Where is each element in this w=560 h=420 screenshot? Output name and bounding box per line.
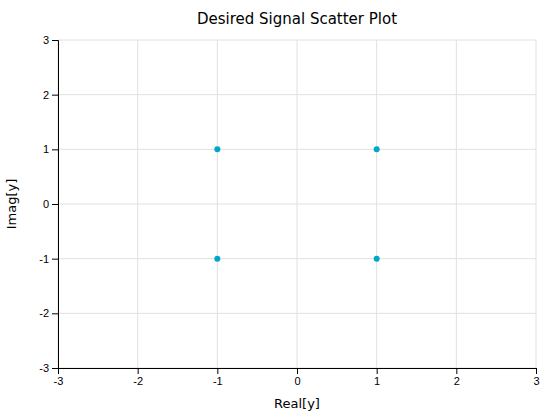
chart: -3 -2 -1 0 1 2 3 -3 -2 -1 0 1 2 3 Desired Signal Scatt…	[0, 0, 560, 420]
tick-label: 2	[454, 375, 460, 387]
tick: 1	[43, 143, 58, 155]
tick-mark	[52, 259, 58, 260]
grid	[58, 40, 536, 368]
tick: -3	[39, 362, 58, 374]
point	[374, 256, 380, 262]
grid-line-y	[58, 94, 536, 95]
tick: 3	[533, 368, 539, 387]
tick-label: -3	[39, 362, 49, 374]
plot-area: -3 -2 -1 0 1 2 3 -3 -2 -1 0 1 2 3	[39, 34, 539, 387]
tick-label: -3	[54, 375, 64, 387]
tick-label: -1	[39, 253, 49, 265]
tick-mark	[52, 95, 58, 96]
tick-label: 0	[43, 198, 49, 210]
point	[214, 256, 220, 262]
tick-mark	[52, 313, 58, 314]
point	[374, 146, 380, 152]
tick: -1	[39, 253, 58, 265]
tick: -2	[39, 307, 58, 319]
axis-line	[52, 41, 59, 369]
tick-mark	[52, 40, 58, 41]
tick-label: -2	[39, 307, 49, 319]
tick: 2	[43, 89, 58, 101]
tick-mark	[138, 368, 139, 374]
points	[214, 146, 379, 261]
tick: 3	[43, 34, 58, 46]
grid-line-y	[58, 149, 536, 150]
tick-label: 3	[43, 34, 49, 46]
x-axis: -3 -2 -1 0 1 2 3	[54, 368, 540, 387]
grid-line-y	[58, 204, 536, 205]
tick-mark	[297, 368, 298, 374]
y-axis: -3 -2 -1 0 1 2 3	[39, 34, 58, 374]
x-axis-title: Real[y]	[274, 396, 320, 411]
title: Desired Signal Scatter Plot	[197, 10, 397, 28]
tick-mark	[52, 149, 58, 150]
y-axis-title: Imag[y]	[4, 179, 19, 230]
tick-label: -2	[133, 375, 143, 387]
tick: 0	[294, 368, 300, 387]
tick: 1	[374, 368, 380, 387]
tick: -3	[54, 368, 64, 387]
tick-label: 0	[294, 375, 300, 387]
grid-line-y	[58, 258, 536, 259]
tick: 0	[43, 198, 58, 210]
tick-label: 1	[374, 375, 380, 387]
tick-mark	[456, 368, 457, 374]
tick-mark	[52, 368, 58, 369]
tick-label: 2	[43, 89, 49, 101]
grid-line-y	[58, 40, 536, 41]
point	[214, 146, 220, 152]
tick-mark	[217, 368, 218, 374]
tick: -2	[133, 368, 143, 387]
tick-mark	[52, 204, 58, 205]
tick: 2	[454, 368, 460, 387]
tick-label: 3	[533, 375, 539, 387]
grid-line-y	[58, 313, 536, 314]
tick-mark	[536, 368, 537, 374]
axis-line	[59, 369, 537, 375]
tick-mark	[377, 368, 378, 374]
tick: -1	[213, 368, 223, 387]
tick-label: -1	[213, 375, 223, 387]
tick-label: 1	[43, 143, 49, 155]
